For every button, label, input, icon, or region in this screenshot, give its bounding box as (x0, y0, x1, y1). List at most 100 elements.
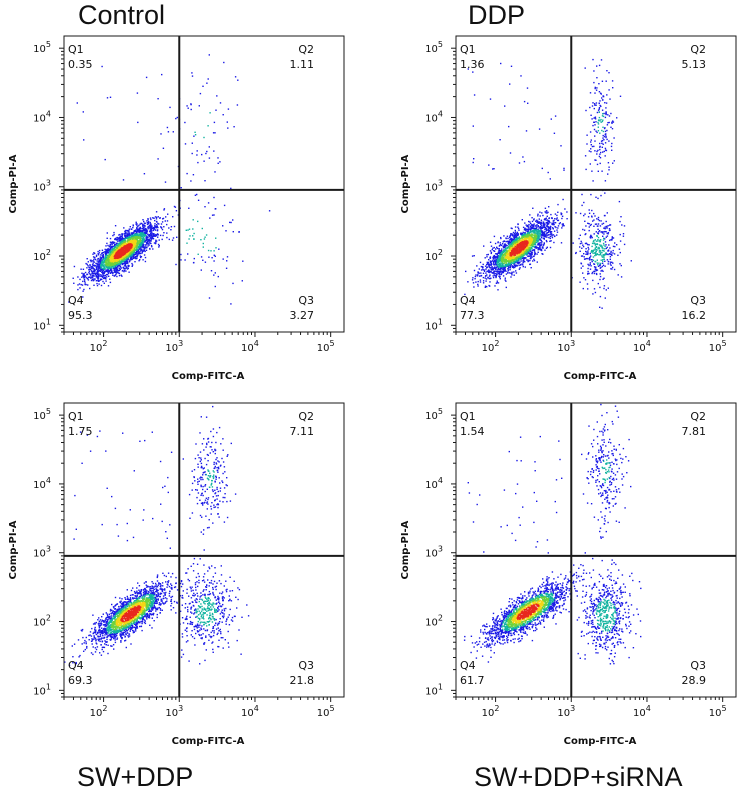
event-dot (498, 258, 500, 260)
event-dot (592, 259, 595, 262)
event-dot (191, 142, 193, 144)
event-dot (606, 124, 609, 126)
event-dot (136, 231, 138, 233)
event-dot (151, 227, 154, 230)
event-dot (537, 242, 540, 244)
event-dot (599, 264, 601, 266)
event-dot (605, 135, 607, 137)
event-dot (527, 249, 529, 251)
event-dot (500, 236, 502, 239)
event-dot (486, 266, 489, 268)
event-dot (129, 226, 131, 228)
event-dot (611, 237, 614, 239)
event-dot (592, 241, 595, 243)
event-dot (611, 254, 613, 256)
event-dot (605, 236, 607, 238)
event-dot (508, 242, 510, 244)
event-dot (591, 251, 593, 253)
event-dot (147, 239, 150, 241)
event-dot (109, 272, 112, 274)
event-dot (129, 255, 131, 257)
event-dot (518, 257, 521, 260)
event-dot (607, 225, 609, 227)
event-dot (609, 98, 611, 100)
event-dot (493, 235, 496, 238)
event-dot (78, 283, 81, 285)
event-dot (546, 246, 548, 248)
event-dot (575, 251, 577, 254)
event-dot (586, 134, 588, 136)
event-dot (598, 107, 601, 109)
event-dot (602, 270, 604, 272)
event-dot (119, 238, 121, 240)
event-dot (504, 277, 506, 279)
event-dot (135, 252, 137, 254)
event-dot (505, 248, 507, 251)
event-dot (603, 237, 605, 239)
event-dot (111, 248, 113, 251)
event-dot (193, 261, 195, 264)
event-dot (96, 264, 99, 266)
event-dot (99, 256, 101, 258)
event-dot (531, 249, 533, 252)
event-dot (550, 118, 552, 120)
event-dot (141, 250, 144, 253)
event-dot (102, 271, 104, 274)
event-dot (525, 257, 527, 259)
event-dot (544, 219, 547, 221)
event-dot (127, 247, 129, 250)
event-dot (477, 283, 479, 286)
event-dot (215, 109, 217, 111)
event-dot (488, 284, 490, 287)
event-dot (522, 226, 525, 229)
event-dot (546, 236, 548, 238)
event-dot (105, 267, 107, 269)
event-dot (97, 270, 99, 273)
event-dot (600, 231, 602, 233)
event-dot (598, 244, 601, 246)
event-dot (529, 214, 531, 216)
event-dot (134, 253, 137, 256)
event-dot (556, 214, 558, 217)
event-dot (500, 250, 503, 252)
event-dot (514, 266, 516, 269)
event-dot (596, 235, 598, 237)
event-dot (609, 239, 611, 242)
event-dot (588, 150, 591, 152)
event-dot (604, 102, 606, 104)
event-dot (578, 237, 580, 240)
event-dot (497, 257, 499, 259)
event-dot (140, 252, 142, 255)
event-dot (139, 245, 141, 247)
event-dot (213, 214, 215, 216)
event-dot (194, 134, 197, 136)
event-dot (549, 246, 552, 249)
event-dot (142, 243, 144, 245)
event-dot (597, 216, 600, 219)
event-dot (107, 256, 110, 258)
event-dot (593, 225, 595, 227)
event-dot (153, 228, 155, 231)
event-dot (525, 253, 527, 255)
event-dot (108, 275, 110, 277)
event-dot (498, 249, 500, 252)
event-dot (540, 223, 542, 226)
event-dot (539, 241, 541, 244)
event-dot (535, 230, 537, 232)
event-dot (552, 234, 555, 236)
event-dot (225, 267, 228, 269)
event-dot (190, 180, 192, 182)
event-dot (98, 283, 100, 285)
event-dot (502, 268, 504, 271)
event-dot (146, 222, 148, 224)
event-dot (98, 260, 101, 262)
event-dot (500, 62, 502, 65)
event-dot (594, 116, 597, 118)
event-dot (138, 243, 141, 246)
event-dot (601, 256, 604, 258)
event-dot (552, 227, 554, 229)
event-dot (494, 242, 497, 245)
event-dot (91, 271, 94, 273)
event-dot (606, 138, 608, 141)
event-dot (560, 242, 563, 244)
